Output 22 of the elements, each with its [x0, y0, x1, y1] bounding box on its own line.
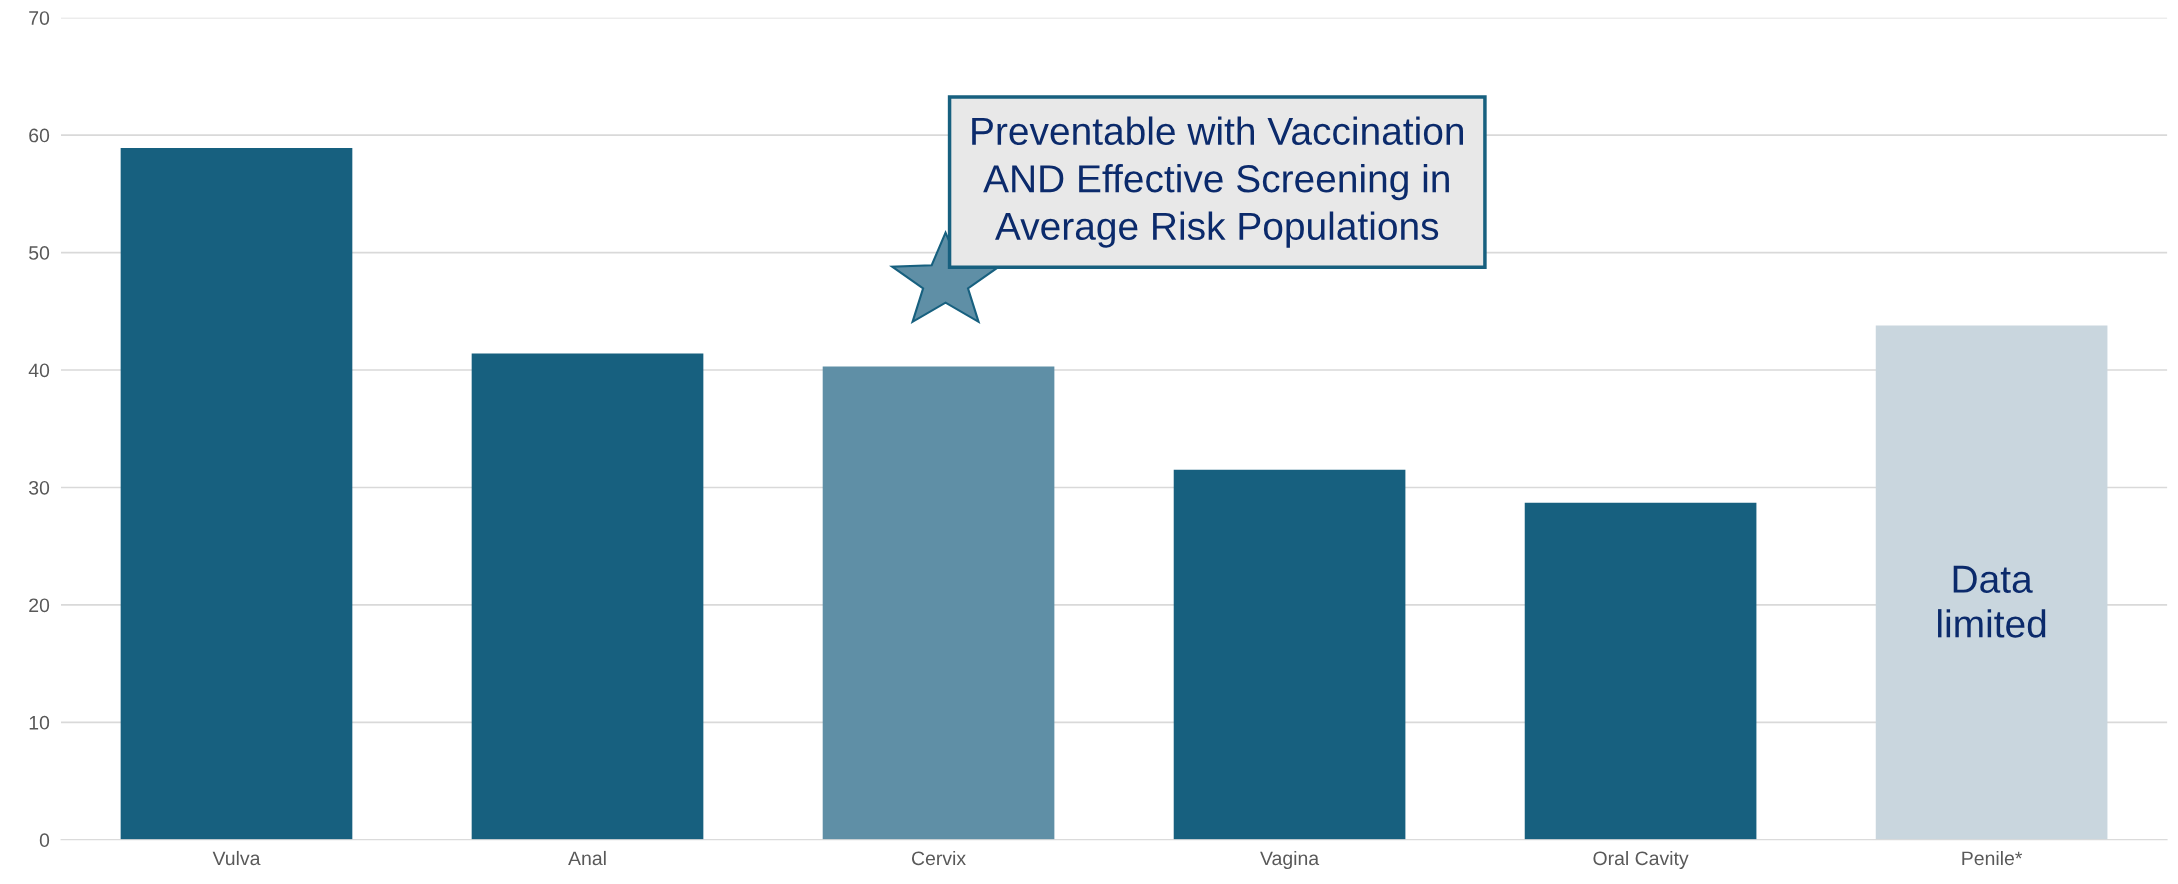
- x-tick-label: Cervix: [911, 850, 966, 866]
- bar: [120, 148, 353, 840]
- y-tick-label: 70: [29, 11, 50, 25]
- annotation: Preventable with Vaccination AND Effective Screening in Average Risk Populations: [972, 116, 1463, 248]
- y-tick-label: 0: [39, 833, 50, 848]
- bar: [1173, 469, 1406, 840]
- y-tick-label: 20: [29, 598, 50, 613]
- bar: [1524, 502, 1757, 840]
- x-tick-label: Vagina: [1260, 850, 1320, 870]
- bar: [471, 353, 704, 840]
- bar: [822, 366, 1055, 840]
- y-tick-label: 50: [29, 246, 50, 260]
- y-tick-label: 40: [28, 363, 50, 378]
- y-tick-label: 10: [29, 715, 50, 730]
- y-tick-label: 30: [28, 480, 50, 495]
- x-tick-label: Penile*: [1962, 850, 2023, 866]
- y-tick-label: 60: [29, 128, 50, 143]
- bar: [1875, 325, 2108, 840]
- annotation: Data limited: [1938, 565, 2046, 638]
- x-tick-label: Vulva: [212, 850, 261, 866]
- x-tick-label: Oral Cavity: [1593, 850, 1689, 870]
- x-tick-label: Anal: [568, 850, 606, 866]
